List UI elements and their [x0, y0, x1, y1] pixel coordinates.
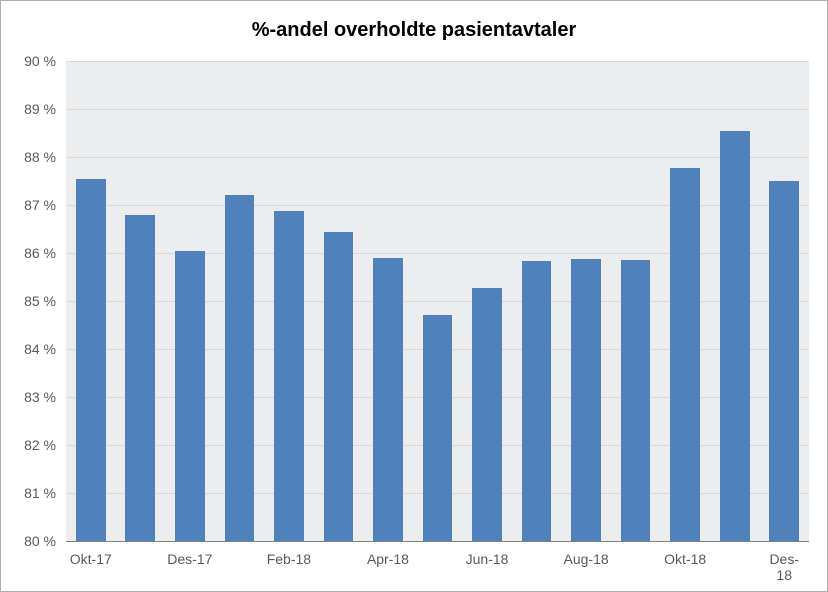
- bar: [670, 168, 700, 541]
- y-tick-label: 90 %: [1, 53, 56, 69]
- x-tick-label: Des-18: [763, 551, 806, 583]
- bar: [621, 260, 651, 541]
- bar: [373, 258, 403, 541]
- bar: [472, 288, 502, 541]
- bar: [324, 232, 354, 541]
- y-tick-label: 80 %: [1, 533, 56, 549]
- x-axis-line: [66, 541, 809, 542]
- y-tick-label: 82 %: [1, 437, 56, 453]
- y-tick-label: 86 %: [1, 245, 56, 261]
- grid-line: [66, 157, 809, 158]
- bar: [769, 181, 799, 541]
- y-tick-label: 87 %: [1, 197, 56, 213]
- grid-line: [66, 109, 809, 110]
- bar: [175, 251, 205, 541]
- bar: [76, 179, 106, 541]
- y-tick-label: 83 %: [1, 389, 56, 405]
- bar: [225, 195, 255, 541]
- y-tick-label: 84 %: [1, 341, 56, 357]
- x-tick-label: Apr-18: [367, 551, 409, 567]
- x-tick-label: Aug-18: [564, 551, 609, 567]
- x-tick-label: Feb-18: [267, 551, 311, 567]
- y-tick-label: 89 %: [1, 101, 56, 117]
- bar: [423, 315, 453, 541]
- x-tick-label: Des-17: [167, 551, 212, 567]
- x-tick-label: Jun-18: [466, 551, 509, 567]
- x-tick-label: Okt-18: [664, 551, 706, 567]
- bar: [522, 261, 552, 541]
- y-tick-label: 85 %: [1, 293, 56, 309]
- chart-title: %-andel overholdte pasientavtaler: [1, 19, 827, 42]
- bar: [571, 259, 601, 541]
- bar: [720, 131, 750, 541]
- x-tick-label: Okt-17: [70, 551, 112, 567]
- chart-container: %-andel overholdte pasientavtaler 80 % 81…: [0, 0, 828, 592]
- bar: [274, 211, 304, 541]
- grid-line: [66, 61, 809, 62]
- y-tick-label: 81 %: [1, 485, 56, 501]
- y-tick-label: 88 %: [1, 149, 56, 165]
- bar: [125, 215, 155, 541]
